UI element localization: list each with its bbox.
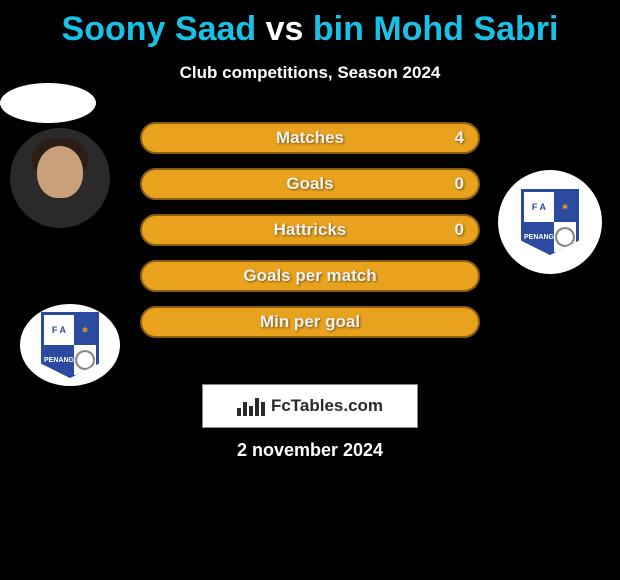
stat-label: Min per goal (142, 312, 478, 332)
stats-table: Matches4Goals0Hattricks0Goals per matchM… (140, 122, 480, 352)
brand-logo: FcTables.com (202, 384, 418, 428)
badge-text-top: F A (524, 192, 554, 222)
stat-row: Goals0 (140, 168, 480, 200)
stat-row: Min per goal (140, 306, 480, 338)
player2-club-badge: F A ✶ PENANG (498, 170, 602, 274)
stat-value-right: 0 (455, 174, 464, 194)
stat-label: Hattricks (142, 220, 478, 240)
brand-text: FcTables.com (271, 396, 383, 416)
vs-text: vs (266, 10, 304, 48)
stat-label: Goals (142, 174, 478, 194)
badge-text-bottom: PENANG (524, 222, 554, 252)
player1-club-badge: F A ✶ PENANG (20, 304, 120, 386)
shield-icon: F A ✶ PENANG (41, 312, 99, 378)
bars-icon (237, 396, 265, 416)
player2-name: bin Mohd Sabri (313, 10, 559, 48)
stat-row: Matches4 (140, 122, 480, 154)
ball-icon (555, 227, 575, 247)
ball-icon (75, 350, 95, 370)
footer-date: 2 november 2024 (0, 440, 620, 461)
shield-icon: F A ✶ PENANG (521, 189, 579, 255)
player1-name: Soony Saad (62, 10, 257, 48)
stat-value-right: 0 (455, 220, 464, 240)
player2-photo-placeholder (0, 83, 96, 123)
comparison-title: Soony Saad vs bin Mohd Sabri (0, 0, 620, 49)
stat-label: Matches (142, 128, 478, 148)
badge-text-top: F A (44, 315, 74, 345)
stat-row: Goals per match (140, 260, 480, 292)
badge-text-bottom: PENANG (44, 345, 74, 375)
stat-row: Hattricks0 (140, 214, 480, 246)
stat-value-right: 4 (455, 128, 464, 148)
player1-photo (10, 128, 110, 228)
stat-label: Goals per match (142, 266, 478, 286)
subtitle: Club competitions, Season 2024 (0, 63, 620, 83)
